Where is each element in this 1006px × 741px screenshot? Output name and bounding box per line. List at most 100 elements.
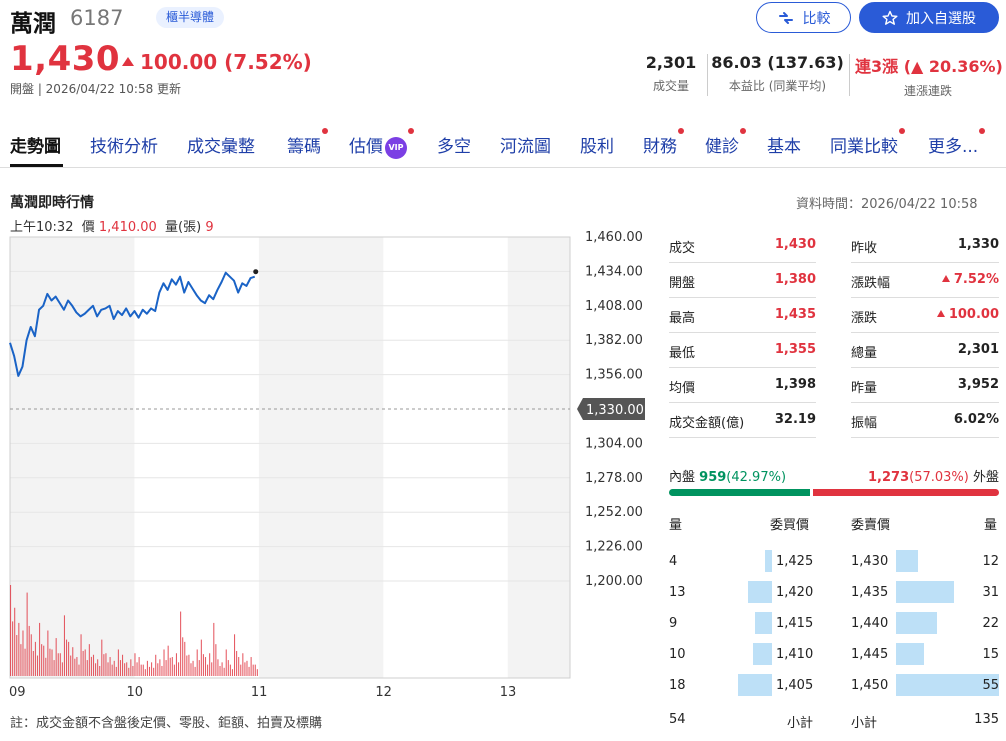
star-icon <box>882 10 898 25</box>
volume-bar <box>171 657 173 676</box>
tab-item[interactable]: 股利 <box>580 132 614 157</box>
ask-depth-bar <box>896 612 937 634</box>
volume-bar <box>246 660 248 676</box>
volume-bar <box>24 648 26 676</box>
bid-qty: 18 <box>669 678 686 693</box>
volume-bar <box>221 662 223 676</box>
bid-qty-header: 量 <box>669 518 683 533</box>
tab-item[interactable]: 財務 <box>643 128 684 157</box>
quote-row: 成交 1,430 <box>669 228 816 263</box>
inner-outer-line: 內盤 959(42.97%) 1,273(57.03%) 外盤 <box>669 466 999 485</box>
active-tab-indicator <box>10 164 63 167</box>
tab-item[interactable]: 河流圖 <box>500 132 551 157</box>
volume-bar <box>213 622 215 676</box>
hour-band <box>507 237 570 678</box>
ask-qty: 31 <box>982 585 999 600</box>
tab-item[interactable]: 走勢圖 <box>10 132 61 157</box>
ask-price: 1,435 <box>851 585 889 600</box>
quote-value: 1,355 <box>774 342 816 357</box>
y-tick-label: 1,226.00 <box>585 540 643 555</box>
reference-price-tag <box>577 398 645 420</box>
stat-label: 成交量 <box>652 79 689 93</box>
volume-bar <box>32 650 34 676</box>
volume-bar <box>59 653 61 676</box>
quote-label: 成交 <box>669 241 696 256</box>
outer-pct: (57.03%) <box>909 470 969 485</box>
bid-qty: 10 <box>669 647 686 662</box>
volume-bar <box>165 660 167 676</box>
volume-bar <box>202 654 204 676</box>
volume-bar <box>20 644 22 676</box>
volume-bar <box>55 638 57 676</box>
tab-item[interactable]: 多空 <box>437 132 471 157</box>
hover-time: 上午10:32 <box>10 220 74 235</box>
compare-icon <box>778 11 793 24</box>
hour-band <box>258 237 384 678</box>
tab-bar: 走勢圖 技術分析 成交彙整 籌碼 估價 VIP 多空 河流圖 股利 財務 健診 基本 同業比較 更多... <box>0 120 1006 168</box>
volume-bar <box>43 645 45 676</box>
volume-bar <box>169 657 171 676</box>
tab-item[interactable]: 更多... <box>928 128 986 157</box>
hour-band <box>10 237 135 678</box>
divider <box>849 54 850 96</box>
volume-bar <box>144 669 146 676</box>
x-tick-label: 09 <box>9 685 26 700</box>
volume-bar <box>238 657 240 676</box>
quote-label: 最低 <box>669 346 696 361</box>
quote-value: 100.00 <box>937 307 999 322</box>
quote-row: 最高 1,435 <box>669 298 816 333</box>
data-time: 資料時間：2026/04/22 10:58 <box>796 197 978 212</box>
current-price: 1,430 <box>10 39 121 79</box>
quote-value: 7.52% <box>942 272 999 287</box>
volume-bar <box>254 664 256 676</box>
volume-bar <box>178 662 180 676</box>
volume-bar <box>244 662 246 676</box>
ask-row: 1,435 31 <box>851 576 999 607</box>
tab-item[interactable]: 同業比較 <box>830 128 905 157</box>
quote-value: 3,952 <box>957 377 999 392</box>
bid-qty: 9 <box>669 616 678 631</box>
ask-depth-bar <box>896 581 954 603</box>
ask-price-header: 委賣價 <box>851 518 891 533</box>
volume-bar <box>34 641 36 676</box>
volume-bar <box>117 649 119 676</box>
tab-item[interactable]: 技術分析 <box>90 132 158 157</box>
quote-value: 1,430 <box>774 237 816 252</box>
quote-label: 昨量 <box>851 381 878 396</box>
y-tick-label: 1,278.00 <box>585 471 643 486</box>
volume-bar <box>105 653 107 676</box>
inner-value: 959 <box>699 470 727 485</box>
compare-button[interactable]: 比較 <box>756 2 851 33</box>
volume-bar <box>182 637 184 676</box>
volume-bar <box>109 657 111 676</box>
ask-depth-bar <box>896 643 924 665</box>
market-tag[interactable]: 櫃半導體 <box>156 7 225 28</box>
volume-bar <box>242 653 244 676</box>
volume-bar <box>186 655 188 676</box>
volume-bar <box>111 664 113 676</box>
intraday-chart[interactable]: 1,460.00 1,434.00 1,408.00 1,382.00 1,356.00… <box>0 230 660 705</box>
inner-label: 內盤 <box>669 470 696 485</box>
inner-pct: (42.97%) <box>726 470 787 485</box>
bid-qty: 4 <box>669 554 678 569</box>
volume-bar <box>256 669 258 676</box>
volume-bar <box>142 664 144 676</box>
quote-label: 漲跌幅 <box>851 276 891 291</box>
tab-item[interactable]: 籌碼 <box>287 128 328 157</box>
volume-bar <box>16 635 18 676</box>
volume-bar <box>70 655 72 676</box>
tab-item[interactable]: 基本 <box>767 132 801 157</box>
volume-bar <box>234 634 236 676</box>
volume-bar <box>101 639 103 676</box>
x-tick-label: 11 <box>251 685 268 700</box>
ask-price: 1,450 <box>851 678 889 693</box>
volume-bar <box>167 645 169 676</box>
add-watchlist-button[interactable]: 加入自選股 <box>859 2 999 33</box>
watchlist-label: 加入自選股 <box>906 10 976 27</box>
ask-qty: 22 <box>982 616 999 631</box>
tab-item[interactable]: 估價 VIP <box>349 128 414 159</box>
ask-price: 1,430 <box>851 554 889 569</box>
volume-bar <box>39 622 41 676</box>
tab-item[interactable]: 成交彙整 <box>187 132 255 157</box>
tab-item[interactable]: 健診 <box>705 128 746 157</box>
